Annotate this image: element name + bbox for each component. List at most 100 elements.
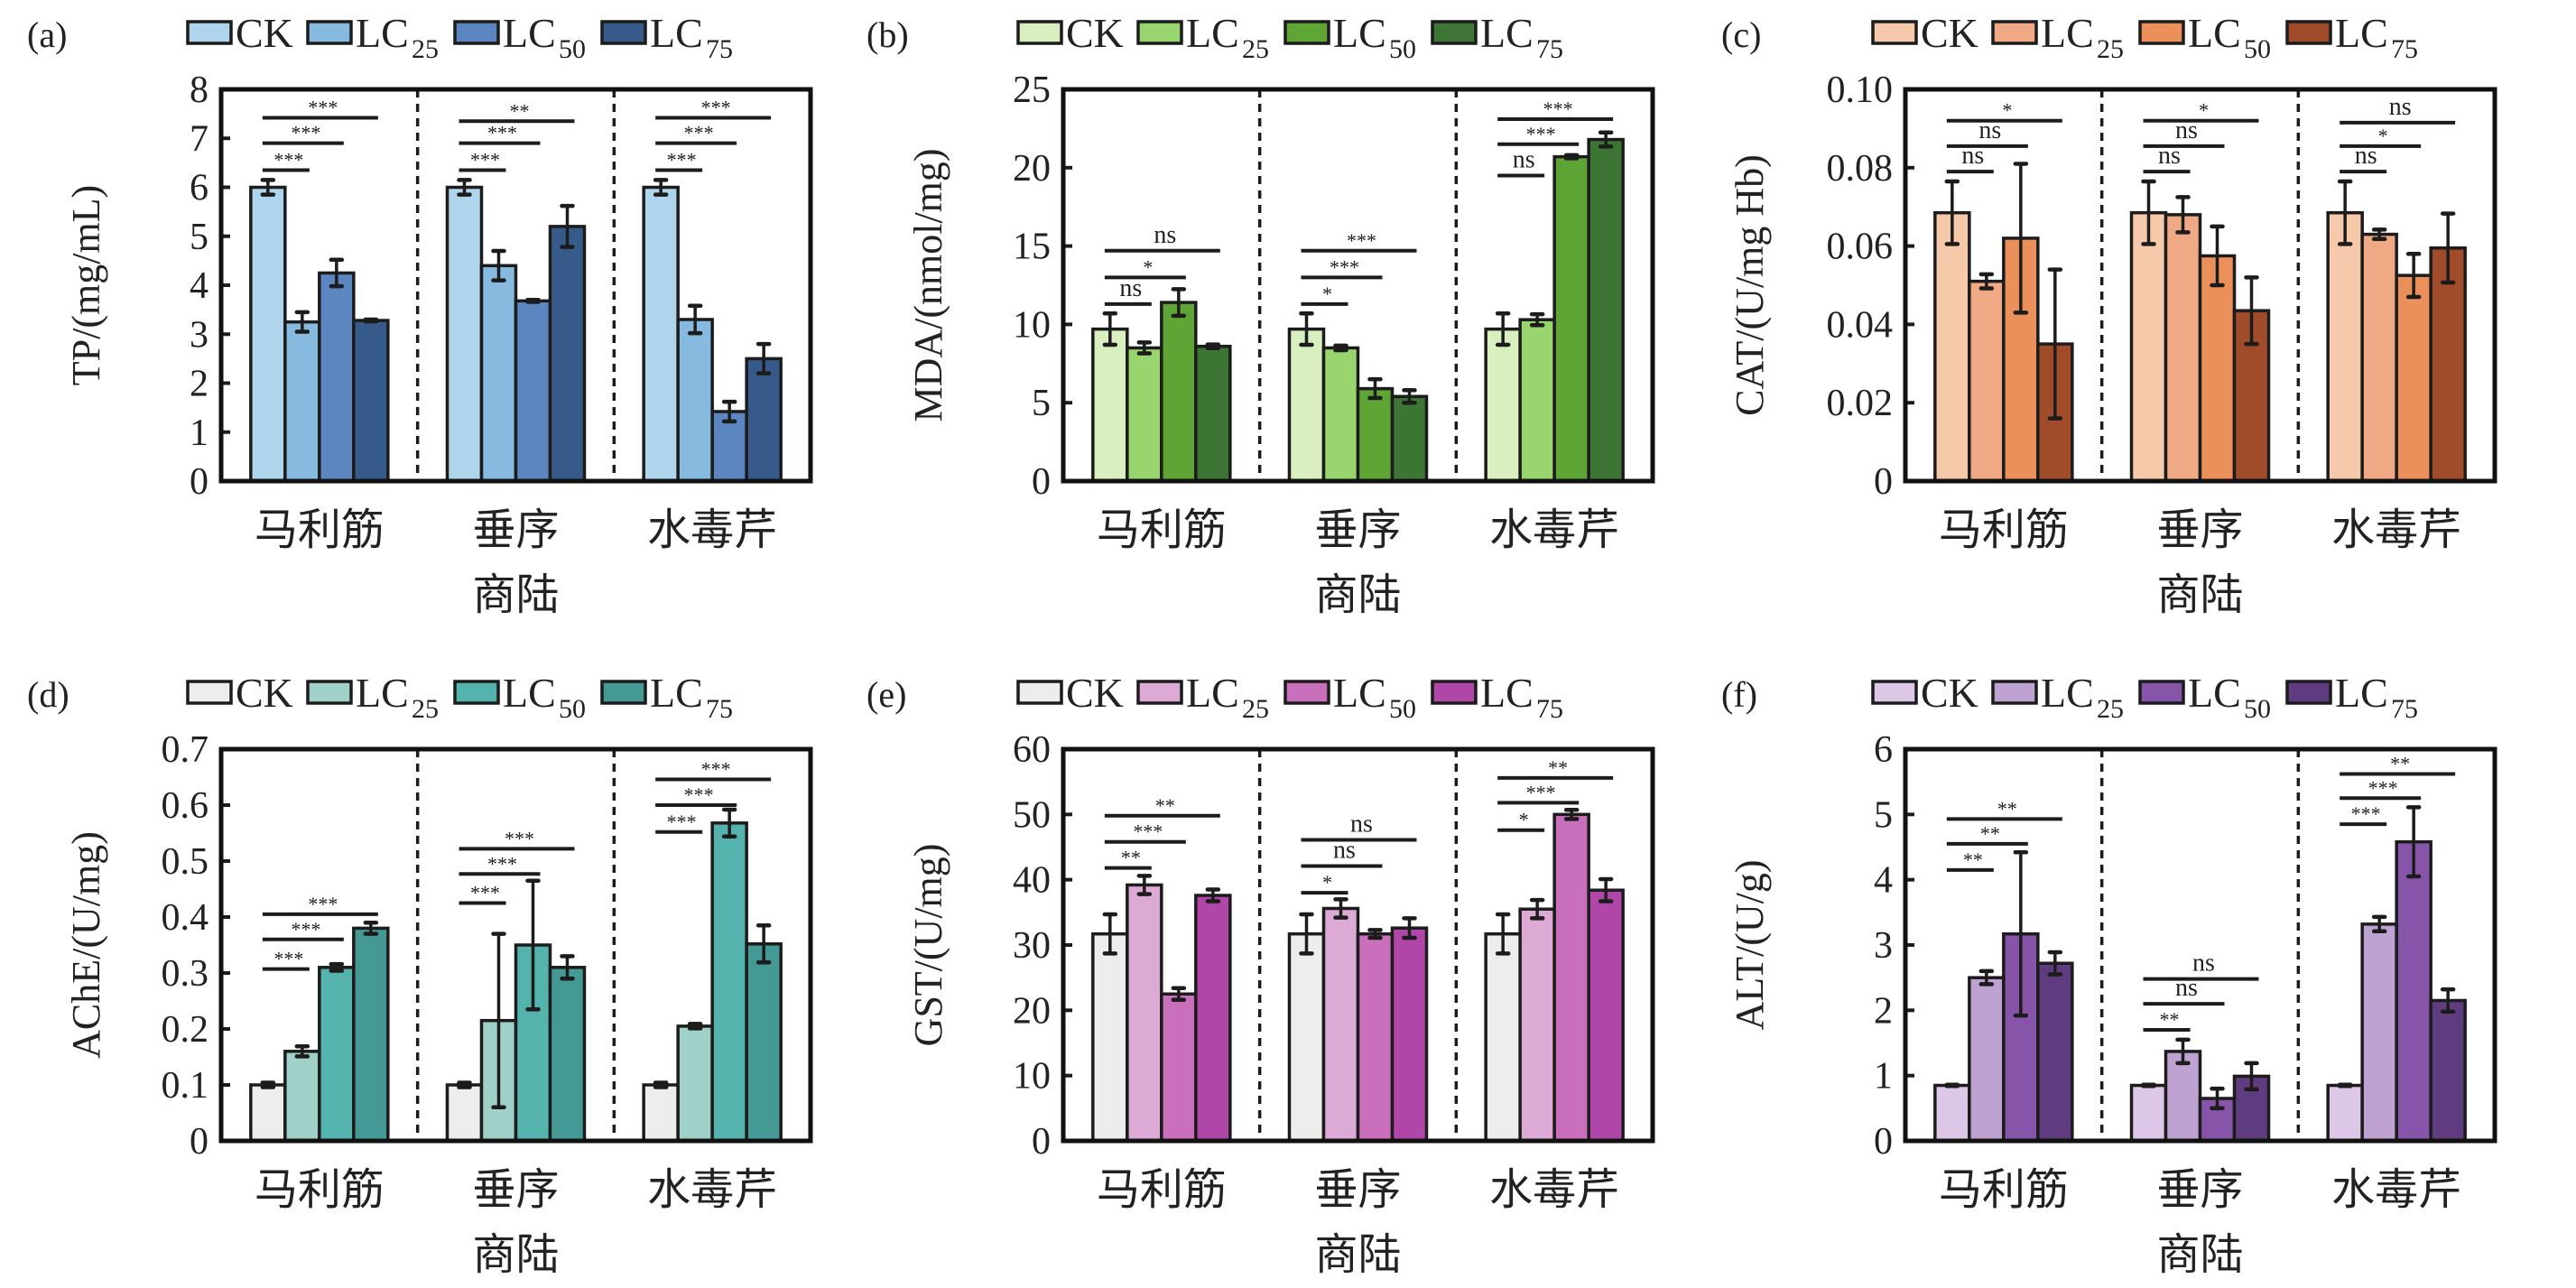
- bar: [1194, 894, 1232, 1143]
- x-tick-label: 商陆: [472, 1231, 559, 1279]
- legend-subscript: 25: [2097, 34, 2124, 64]
- bar: [548, 225, 587, 483]
- panel-b: (b) CK LC 25 LC 50 LC 750510152025MDA/(nmol/mg)…: [866, 10, 1655, 619]
- legend-label: LC: [2335, 10, 2388, 56]
- legend-swatch: [453, 20, 500, 45]
- significance-bracket: ***: [459, 852, 541, 876]
- y-tick-label: 0: [1874, 1121, 1893, 1163]
- x-tick-label: 马利筋: [255, 1166, 385, 1214]
- significance-bracket: ***: [2340, 802, 2387, 827]
- legend-subscript: 50: [1389, 34, 1416, 64]
- y-tick-label: 0.02: [1827, 383, 1894, 424]
- y-tick-label: 5: [1874, 794, 1893, 836]
- bar: [1390, 926, 1429, 1143]
- significance-label: ***: [487, 122, 517, 144]
- significance-label: ***: [701, 757, 731, 780]
- significance-bracket: ***: [1104, 820, 1186, 844]
- bar: [1356, 931, 1395, 1143]
- bar: [676, 1024, 714, 1143]
- significance-bracket: ***: [262, 122, 344, 145]
- bar: [1933, 1083, 1971, 1143]
- bar-group: ns******: [1484, 97, 1625, 483]
- error-bar: [1171, 986, 1187, 1003]
- bar: [2326, 210, 2364, 483]
- error-bar: [2047, 267, 2063, 421]
- legend: CK LC 25 LC 50 LC 75: [186, 670, 733, 724]
- y-tick-label: 0: [1032, 1121, 1051, 1163]
- error-bar: [1529, 897, 1545, 921]
- y-tick-label: 20: [1013, 148, 1051, 190]
- legend-item: LC 25: [1136, 670, 1269, 724]
- legend-swatch: [453, 680, 500, 705]
- bar: [1321, 346, 1360, 483]
- y-tick-label: 0.7: [162, 729, 209, 771]
- error-bar: [1136, 874, 1153, 896]
- legend-subscript: 75: [1536, 694, 1563, 724]
- bar-group: ns*ns: [1091, 221, 1232, 483]
- legend-item: CK: [1016, 10, 1124, 56]
- y-tick-label: 0.6: [162, 785, 209, 827]
- legend-item: LC 50: [2138, 670, 2271, 724]
- significance-bracket: **: [1104, 847, 1152, 870]
- bar: [2198, 254, 2237, 483]
- y-tick-label: 7: [190, 118, 208, 160]
- error-bar: [260, 1080, 276, 1089]
- y-tick-label: 30: [1013, 925, 1051, 967]
- legend-swatch: [1991, 680, 2038, 705]
- legend-label: CK: [236, 10, 293, 56]
- bar: [1126, 883, 1163, 1143]
- significance-label: **: [1980, 822, 2000, 845]
- significance-label: ***: [684, 783, 714, 806]
- significance-bracket: ns: [2340, 93, 2456, 125]
- significance-label: *: [2199, 99, 2209, 122]
- significance-bracket: ***: [1497, 97, 1614, 121]
- y-tick-label: 60: [1013, 729, 1051, 771]
- y-axis-label: MDA/(nmol/mg): [906, 148, 950, 422]
- significance-label: ***: [1526, 123, 1556, 145]
- significance-label: ***: [487, 852, 517, 875]
- significance-bracket: ***: [1497, 781, 1580, 805]
- x-tick-label: 商陆: [2156, 1231, 2243, 1279]
- y-tick-label: 40: [1013, 860, 1051, 902]
- error-bar: [2047, 950, 2063, 977]
- bar: [1587, 888, 1625, 1143]
- error-bar: [1299, 912, 1314, 956]
- bar: [352, 319, 390, 483]
- legend-subscript: 50: [2244, 694, 2271, 724]
- error-bar: [755, 341, 772, 375]
- legend-subscript: 25: [412, 34, 439, 64]
- significance-label: *: [1519, 809, 1529, 831]
- significance-bracket: *: [2340, 125, 2422, 148]
- legend-subscript: 50: [559, 34, 586, 64]
- bar: [1194, 344, 1232, 483]
- legend-swatch: [1991, 20, 2038, 45]
- bar-group: *** *** ***: [249, 96, 390, 483]
- significance-bracket: ***: [262, 149, 310, 172]
- bar: [249, 1083, 287, 1143]
- error-bar: [687, 303, 703, 336]
- error-bar: [653, 1080, 669, 1089]
- panel-d: (d) CK LC 25 LC 50 LC 7500.10.20.30.40.50.60.7A…: [27, 670, 813, 1279]
- error-bar: [2141, 1082, 2156, 1089]
- bar: [1518, 907, 1556, 1143]
- bar: [2360, 922, 2398, 1143]
- significance-bracket: ***: [459, 827, 575, 851]
- bar-group: ********: [2326, 752, 2467, 1143]
- legend-swatch: [2285, 680, 2332, 705]
- bar: [1968, 279, 2006, 483]
- legend-item: LC 25: [306, 10, 439, 64]
- error-bar: [1136, 340, 1153, 356]
- significance-label: ***: [2368, 776, 2398, 799]
- y-tick-label: 3: [1874, 925, 1893, 967]
- significance-bracket: ***: [2340, 776, 2422, 801]
- error-bar: [653, 178, 669, 197]
- significance-label: ***: [308, 893, 338, 915]
- bar: [514, 299, 552, 483]
- significance-bracket: ***: [655, 122, 737, 145]
- significance-label: *: [2002, 99, 2012, 122]
- significance-bracket: **: [1946, 797, 2062, 821]
- y-tick-label: 6: [1874, 729, 1893, 771]
- significance-bracket: *: [2143, 99, 2259, 123]
- legend-item: LC 75: [2285, 10, 2418, 64]
